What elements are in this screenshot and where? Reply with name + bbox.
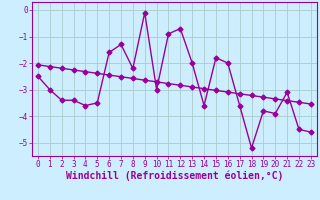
X-axis label: Windchill (Refroidissement éolien,°C): Windchill (Refroidissement éolien,°C) — [66, 171, 283, 181]
